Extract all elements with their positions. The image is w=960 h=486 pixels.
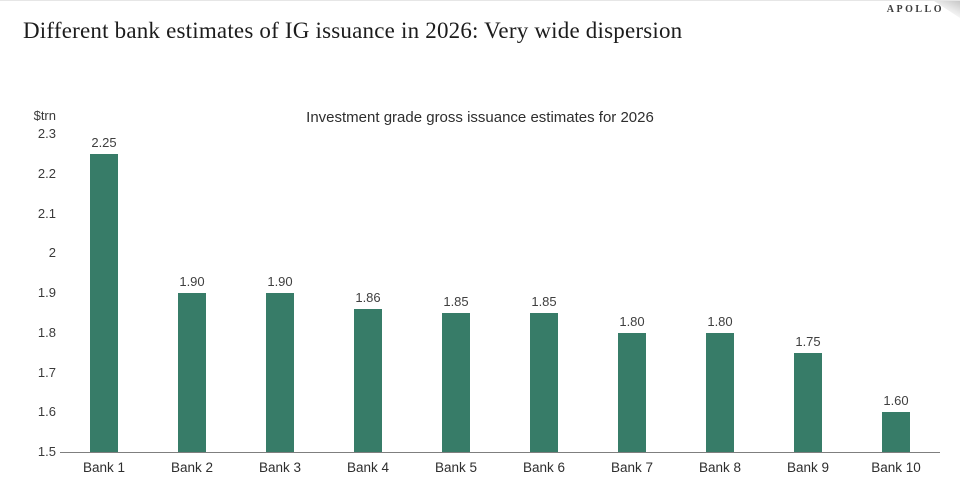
y-tick-label: 1.5 (37, 444, 56, 459)
x-tick-label: Bank 9 (786, 460, 830, 475)
bar-value-label: 1.80 (619, 313, 645, 329)
x-tick-label: Bank 7 (610, 460, 654, 475)
y-axis-unit-label: $trn (33, 108, 56, 123)
bar-value-label: 1.85 (443, 293, 469, 309)
bar (530, 312, 558, 452)
bar-value-label: 2.25 (91, 134, 117, 150)
x-tick-label: Bank 8 (698, 460, 742, 475)
bar (618, 332, 646, 452)
bar (706, 332, 734, 452)
bar (794, 352, 822, 452)
bar-value-label: 1.75 (795, 333, 821, 349)
x-tick-label: Bank 10 (871, 460, 921, 475)
bar-value-label: 1.80 (707, 313, 733, 329)
y-tick-label: 1.6 (37, 404, 56, 420)
y-tick-label: 2.3 (37, 126, 56, 141)
y-tick-label: 1.7 (37, 364, 56, 380)
x-axis: Bank 1 Bank 2 Bank 3 Bank 4 Bank 5 Bank 6 Bank… (60, 460, 940, 480)
bar (266, 293, 294, 452)
chart-title: Investment grade gross issuance estimate… (306, 109, 654, 126)
bar (354, 308, 382, 452)
bar-value-label: 1.86 (355, 289, 381, 305)
x-tick-label: Bank 5 (434, 460, 478, 475)
y-tick-label: 1.8 (37, 324, 56, 340)
bar (882, 412, 910, 452)
bar-value-label: 1.85 (531, 293, 557, 309)
x-tick-label: Bank 2 (170, 460, 214, 475)
x-tick-label: Bank 6 (522, 460, 566, 475)
bar (442, 312, 470, 452)
y-tick-label: 2 (48, 245, 56, 261)
bar-value-label: 1.90 (179, 274, 205, 289)
page-title: Different bank estimates of IG issuance … (23, 18, 683, 43)
bar-value-label: 1.90 (267, 274, 293, 289)
y-tick-label: 2.1 (37, 205, 56, 221)
y-tick-label: 1.9 (37, 285, 56, 300)
x-tick-label: Bank 4 (346, 460, 390, 475)
x-tick-label: Bank 3 (258, 460, 302, 475)
plot-area: 2.25 1.90 1.90 1.86 1.85 1.85 1.80 1.80 1.75 1.60 (60, 134, 940, 453)
y-tick-label: 2.2 (37, 165, 56, 181)
x-tick-label: Bank 1 (82, 460, 126, 475)
bar-value-label: 1.60 (883, 393, 909, 409)
y-axis: 2.3 2.2 2.1 2 1.9 1.8 1.7 1.6 1.5 (0, 126, 56, 459)
bar (90, 153, 118, 452)
bar (178, 293, 206, 452)
apollo-logo: APOLLO (886, 4, 944, 15)
